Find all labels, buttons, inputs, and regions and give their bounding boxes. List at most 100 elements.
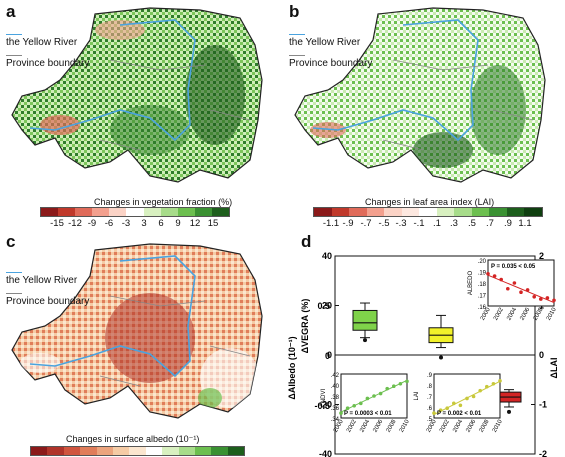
inset-y-tick-albedo: .20 [478, 259, 487, 265]
tick-a-0: -15 [50, 218, 64, 229]
inset-x-tick-lai: 2008 [479, 418, 491, 433]
inset-point-ndvi [385, 386, 389, 391]
tick-a-4: -3 [121, 218, 131, 229]
albedo-tick-label: 0.5 [317, 301, 330, 311]
map-surface-albedo [11, 243, 263, 419]
inset-x-tick-ndvi: 2006 [372, 418, 384, 433]
inset-point-lai [471, 394, 476, 399]
inset-point-albedo [525, 288, 530, 292]
inset-y-tick-ndvi: .38 [331, 395, 340, 401]
inset-point-albedo [506, 286, 510, 291]
inset-x-tick-ndvi: 2002 [346, 418, 358, 433]
map-legend-b: the Yellow River Province boundary [289, 34, 372, 76]
inset-point-albedo [499, 277, 503, 282]
province-boundary-a [99, 59, 251, 151]
right-tick-label: -1 [539, 400, 547, 410]
panel-b: b the Yellow River Province boundary Cha… [283, 0, 565, 229]
inset-y-tick-ndvi: .34 [331, 417, 340, 423]
colorbar-b [313, 207, 543, 217]
colorbar-title-b: Changes in leaf area index (LAI) [365, 197, 495, 207]
panel-c-label: c [6, 232, 16, 251]
left-tick-label: -20 [319, 400, 332, 410]
inset-point-lai [491, 381, 496, 386]
inset-point-ndvi [365, 396, 370, 401]
tick-b-5: -.1 [413, 218, 425, 229]
map-legend-a: the Yellow River Province boundary [6, 34, 89, 76]
legend-river-b: the Yellow River [289, 34, 372, 49]
albedo-tick-label: 0 [325, 351, 330, 361]
y-axis-label-albedo: ΔAlbedo (10⁻¹) [287, 336, 297, 399]
inset-y-tick-lai: .7 [427, 395, 433, 401]
inset-point-ndvi [345, 406, 350, 411]
tick-b-4: -.3 [395, 218, 407, 229]
colorbar-a [40, 207, 230, 217]
inset-point-albedo [532, 295, 536, 299]
inset-point-lai [498, 379, 502, 383]
inset-point-ndvi [398, 381, 403, 386]
legend-river-a: the Yellow River [6, 34, 89, 49]
inset-point-lai [465, 396, 469, 401]
panel-b-label: b [289, 2, 300, 21]
inset-point-albedo [519, 290, 523, 294]
map-legend-c: the Yellow River Province boundary [6, 272, 89, 314]
inset-trend-line-albedo [487, 274, 555, 304]
inset-y-tick-ndvi: .40 [331, 384, 340, 390]
tick-b-8: .5 [468, 218, 476, 229]
tick-b-10: .9 [504, 218, 512, 229]
legend-boundary-a: Province boundary [6, 55, 89, 70]
tick-a-2: -9 [87, 218, 97, 229]
inset-point-ndvi [372, 394, 376, 398]
tick-a-7: 9 [175, 218, 181, 229]
inset-point-lai [432, 411, 436, 415]
inset-y-tick-albedo: .19 [478, 271, 487, 277]
inset-x-tick-albedo: 2002 [493, 306, 505, 321]
inset-y-tick-albedo: .16 [478, 305, 487, 311]
panel-c: c the Yellow River Province boundary Cha… [0, 228, 280, 457]
inset-y-tick-albedo: .18 [478, 282, 487, 288]
panel-d-label: d [301, 232, 312, 251]
outlier-vegfra [363, 338, 367, 343]
right-tick-label: -2 [539, 449, 547, 457]
yellow-river-c [29, 255, 196, 378]
inset-y-tick-albedo: .17 [478, 294, 487, 300]
inset-annotation-lai: P = 0.002 < 0.01 [437, 411, 482, 417]
legend-boundary-c: Province boundary [6, 293, 89, 308]
region-outline-a [11, 7, 263, 183]
inset-point-albedo [539, 297, 543, 301]
inset-point-ndvi [359, 401, 363, 406]
inset-point-lai [445, 406, 449, 411]
panel-a: a the Yellow River Province boundary Cha… [0, 0, 280, 229]
yellow-river-a [29, 19, 196, 142]
y-axis-label-lai: ΔLAI [549, 358, 559, 379]
left-tick-label: 0 [327, 350, 332, 360]
province-boundary-b [382, 59, 534, 151]
province-boundary-c [99, 295, 251, 387]
inset-point-albedo [552, 298, 556, 303]
inset-point-albedo [486, 272, 490, 276]
tick-b-6: .1 [433, 218, 441, 229]
tick-a-3: -6 [104, 218, 114, 229]
legend-river-c: the Yellow River [6, 272, 89, 287]
inset-point-lai [438, 408, 443, 412]
tick-a-9: 15 [207, 218, 219, 229]
colorbar-c [30, 446, 245, 456]
inset-y-tick-lai: .5 [427, 417, 433, 423]
inset-point-ndvi [392, 384, 396, 389]
inset-point-ndvi [378, 391, 383, 396]
albedo-tick-label: -0.5 [314, 401, 330, 411]
tick-b-3: -.5 [378, 218, 390, 229]
inset-point-ndvi [339, 411, 343, 415]
inset-y-label-ndvi: NDVI [321, 389, 327, 404]
inset-x-tick-lai: 2006 [465, 418, 477, 433]
right-tick-label: 0 [539, 350, 544, 360]
inset-y-label-albedo: ALBEDO [468, 270, 474, 295]
inset-x-tick-ndvi: 2010 [399, 418, 411, 433]
inset-y-tick-ndvi: .42 [331, 373, 340, 379]
inset-point-albedo [492, 274, 497, 278]
map-vegetation-fraction [11, 7, 263, 183]
inset-point-lai [478, 388, 482, 393]
inset-frame-lai [433, 373, 501, 419]
inset-point-ndvi [352, 403, 356, 408]
